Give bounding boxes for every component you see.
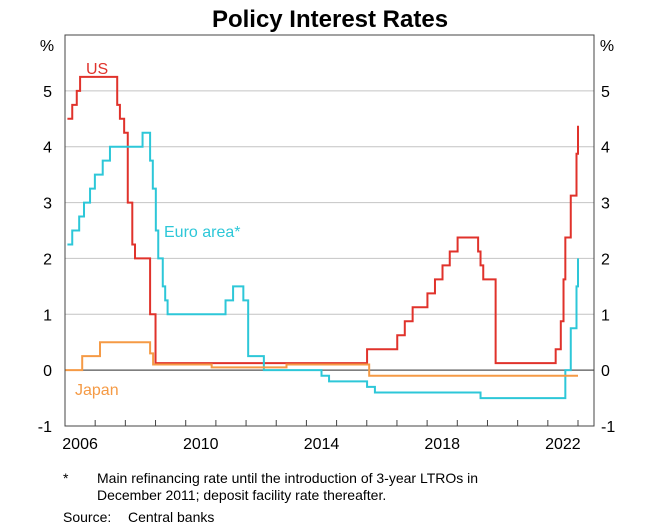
y-tick-label-left: 2 <box>43 251 52 268</box>
y-tick-label-left: 5 <box>43 84 52 101</box>
series-line-japan <box>65 341 579 377</box>
series-line-us <box>67 75 580 365</box>
x-tick-label: 2010 <box>183 436 219 453</box>
footnote-line-2: December 2011; deposit facility rate the… <box>97 487 387 503</box>
series-label-us: US <box>86 61 108 78</box>
footnote-line-1: Main refinancing rate until the introduc… <box>97 470 479 486</box>
y-tick-label-right: -1 <box>601 419 615 436</box>
y-tick-label-right: 2 <box>601 251 610 268</box>
series-line-euro-area <box>67 131 580 400</box>
footnote-marker: * <box>63 470 69 486</box>
x-tick-label: 2022 <box>545 436 581 453</box>
y-tick-label-right: 1 <box>601 307 610 324</box>
x-tick-label: 2014 <box>304 436 340 453</box>
plot-frame <box>64 34 595 427</box>
y-tick-label-right: 3 <box>601 196 610 213</box>
source-text: Central banks <box>128 509 215 525</box>
series-lines <box>65 75 580 400</box>
y-unit-left: % <box>40 38 54 55</box>
source-label: Source: <box>63 509 112 525</box>
y-tick-label-left: -1 <box>38 419 52 436</box>
y-unit-right: % <box>600 38 614 55</box>
y-tick-label-right: 5 <box>601 84 610 101</box>
series-label-euro-area: Euro area* <box>164 224 241 241</box>
y-tick-labels: -1 -1 0 0 1 1 2 2 3 3 4 4 5 5 <box>38 84 616 436</box>
x-axis-ticks: 2006 2010 2014 2018 2022 <box>62 420 581 453</box>
y-tick-label-left: 1 <box>43 307 52 324</box>
x-tick-label: 2018 <box>424 436 460 453</box>
y-tick-label-left: 4 <box>43 140 52 157</box>
y-tick-label-right: 0 <box>601 363 610 380</box>
chart-title: Policy Interest Rates <box>212 6 448 33</box>
y-tick-label-left: 0 <box>43 363 52 380</box>
series-label-japan: Japan <box>75 382 119 399</box>
x-tick-label: 2006 <box>62 436 98 453</box>
y-tick-label-left: 3 <box>43 196 52 213</box>
y-tick-label-right: 4 <box>601 140 610 157</box>
